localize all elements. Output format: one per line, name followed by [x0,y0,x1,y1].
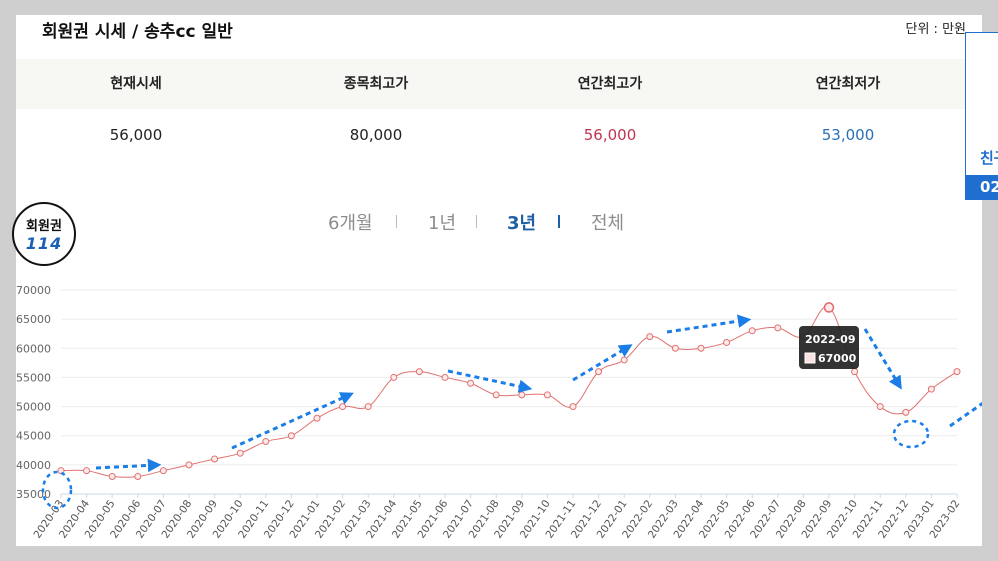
trend-arrow [572,344,633,382]
data-point [211,455,219,463]
y-tick-label: 45000 [16,430,51,443]
data-point [927,385,935,393]
data-point [390,373,398,381]
trend-arrow [231,392,354,450]
stat-label-current: 현재시세 [110,76,162,92]
data-point [646,333,654,341]
trend-annotations [41,314,982,510]
logo-number: 114 [25,234,63,253]
trend-arrow [949,401,982,428]
chart-tooltip: 2022-09 67000 [799,326,859,369]
data-point [671,344,679,352]
trend-arrow [666,314,752,334]
data-point [364,403,372,411]
stats-header-row: 현재시세 종목최고가 연간최고가 연간최저가 [16,59,982,109]
trend-arrow [447,369,533,393]
trend-arrow [95,458,162,473]
data-point [287,432,295,440]
data-point [902,408,910,416]
side-banner-number: 02 [966,175,998,200]
tab-3-years[interactable]: 3년 [507,213,537,234]
stat-value-all-time-high: 80,000 [349,126,403,144]
highlight-circle [892,419,930,449]
membership-114-logo: 회원권 114 [12,202,76,266]
data-point [159,467,167,475]
market-price-panel: 회원권 시세 / 송추cc 일반 단위 : 만원 현재시세 종목최고가 연간최고… [12,15,982,546]
tab-separator [396,215,397,228]
price-line-chart: 7000065000600005500050000450004000035000… [16,284,982,541]
data-point [723,338,731,346]
y-tick-label: 40000 [16,459,51,472]
y-tick-label: 70000 [16,284,51,297]
data-point [185,461,193,469]
y-tick-label: 55000 [16,371,51,384]
data-point [851,368,859,376]
data-point [543,391,551,399]
tab-separator [476,215,477,228]
x-axis: 2020-032020-042020-052020-062020-072020-… [31,494,962,541]
data-point [748,327,756,335]
data-point [415,368,423,376]
data-point [134,473,142,481]
stat-value-current: 56,000 [109,126,163,144]
data-point [492,391,500,399]
data-point [953,368,961,376]
data-point [313,414,321,422]
tooltip-swatch [804,352,816,364]
trend-arrow [863,328,902,390]
highlight-circle [41,470,73,510]
tooltip-value: 67000 [818,352,857,365]
data-point [569,403,577,411]
tab-all[interactable]: 전체 [591,213,625,234]
y-tick-label: 65000 [16,313,51,326]
page-title: 회원권 시세 / 송추cc 일반 [42,22,233,42]
stat-label-year-low: 연간최저가 [815,76,881,92]
y-tick-label: 50000 [16,401,51,414]
logo-label: 회원권 [26,219,62,234]
tab-1-year[interactable]: 1년 [428,213,457,234]
data-point [823,302,835,313]
chart-grid [61,289,957,495]
stat-label-year-high: 연간최고가 [577,76,643,92]
stat-value-year-high: 56,000 [583,126,637,144]
side-banner[interactable]: 친구 02 [965,32,998,200]
data-point [262,438,270,446]
tab-separator [558,215,560,228]
data-point [441,373,449,381]
tooltip-date: 2022-09 [805,333,856,346]
data-point [339,403,347,411]
data-point [467,379,475,387]
data-point [518,391,526,399]
tab-6-months[interactable]: 6개월 [328,213,373,234]
stat-value-year-low: 53,000 [821,126,875,144]
data-point [595,368,603,376]
data-point [83,467,91,475]
side-banner-text: 친구 [980,149,998,167]
stat-label-all-time-high: 종목최고가 [343,76,409,92]
unit-label: 단위 : 만원 [905,22,967,37]
data-point [108,473,116,481]
y-tick-label: 60000 [16,342,51,355]
data-point [774,324,782,332]
data-point [620,356,628,364]
data-point [236,449,244,457]
data-point [697,344,705,352]
data-point [876,403,884,411]
